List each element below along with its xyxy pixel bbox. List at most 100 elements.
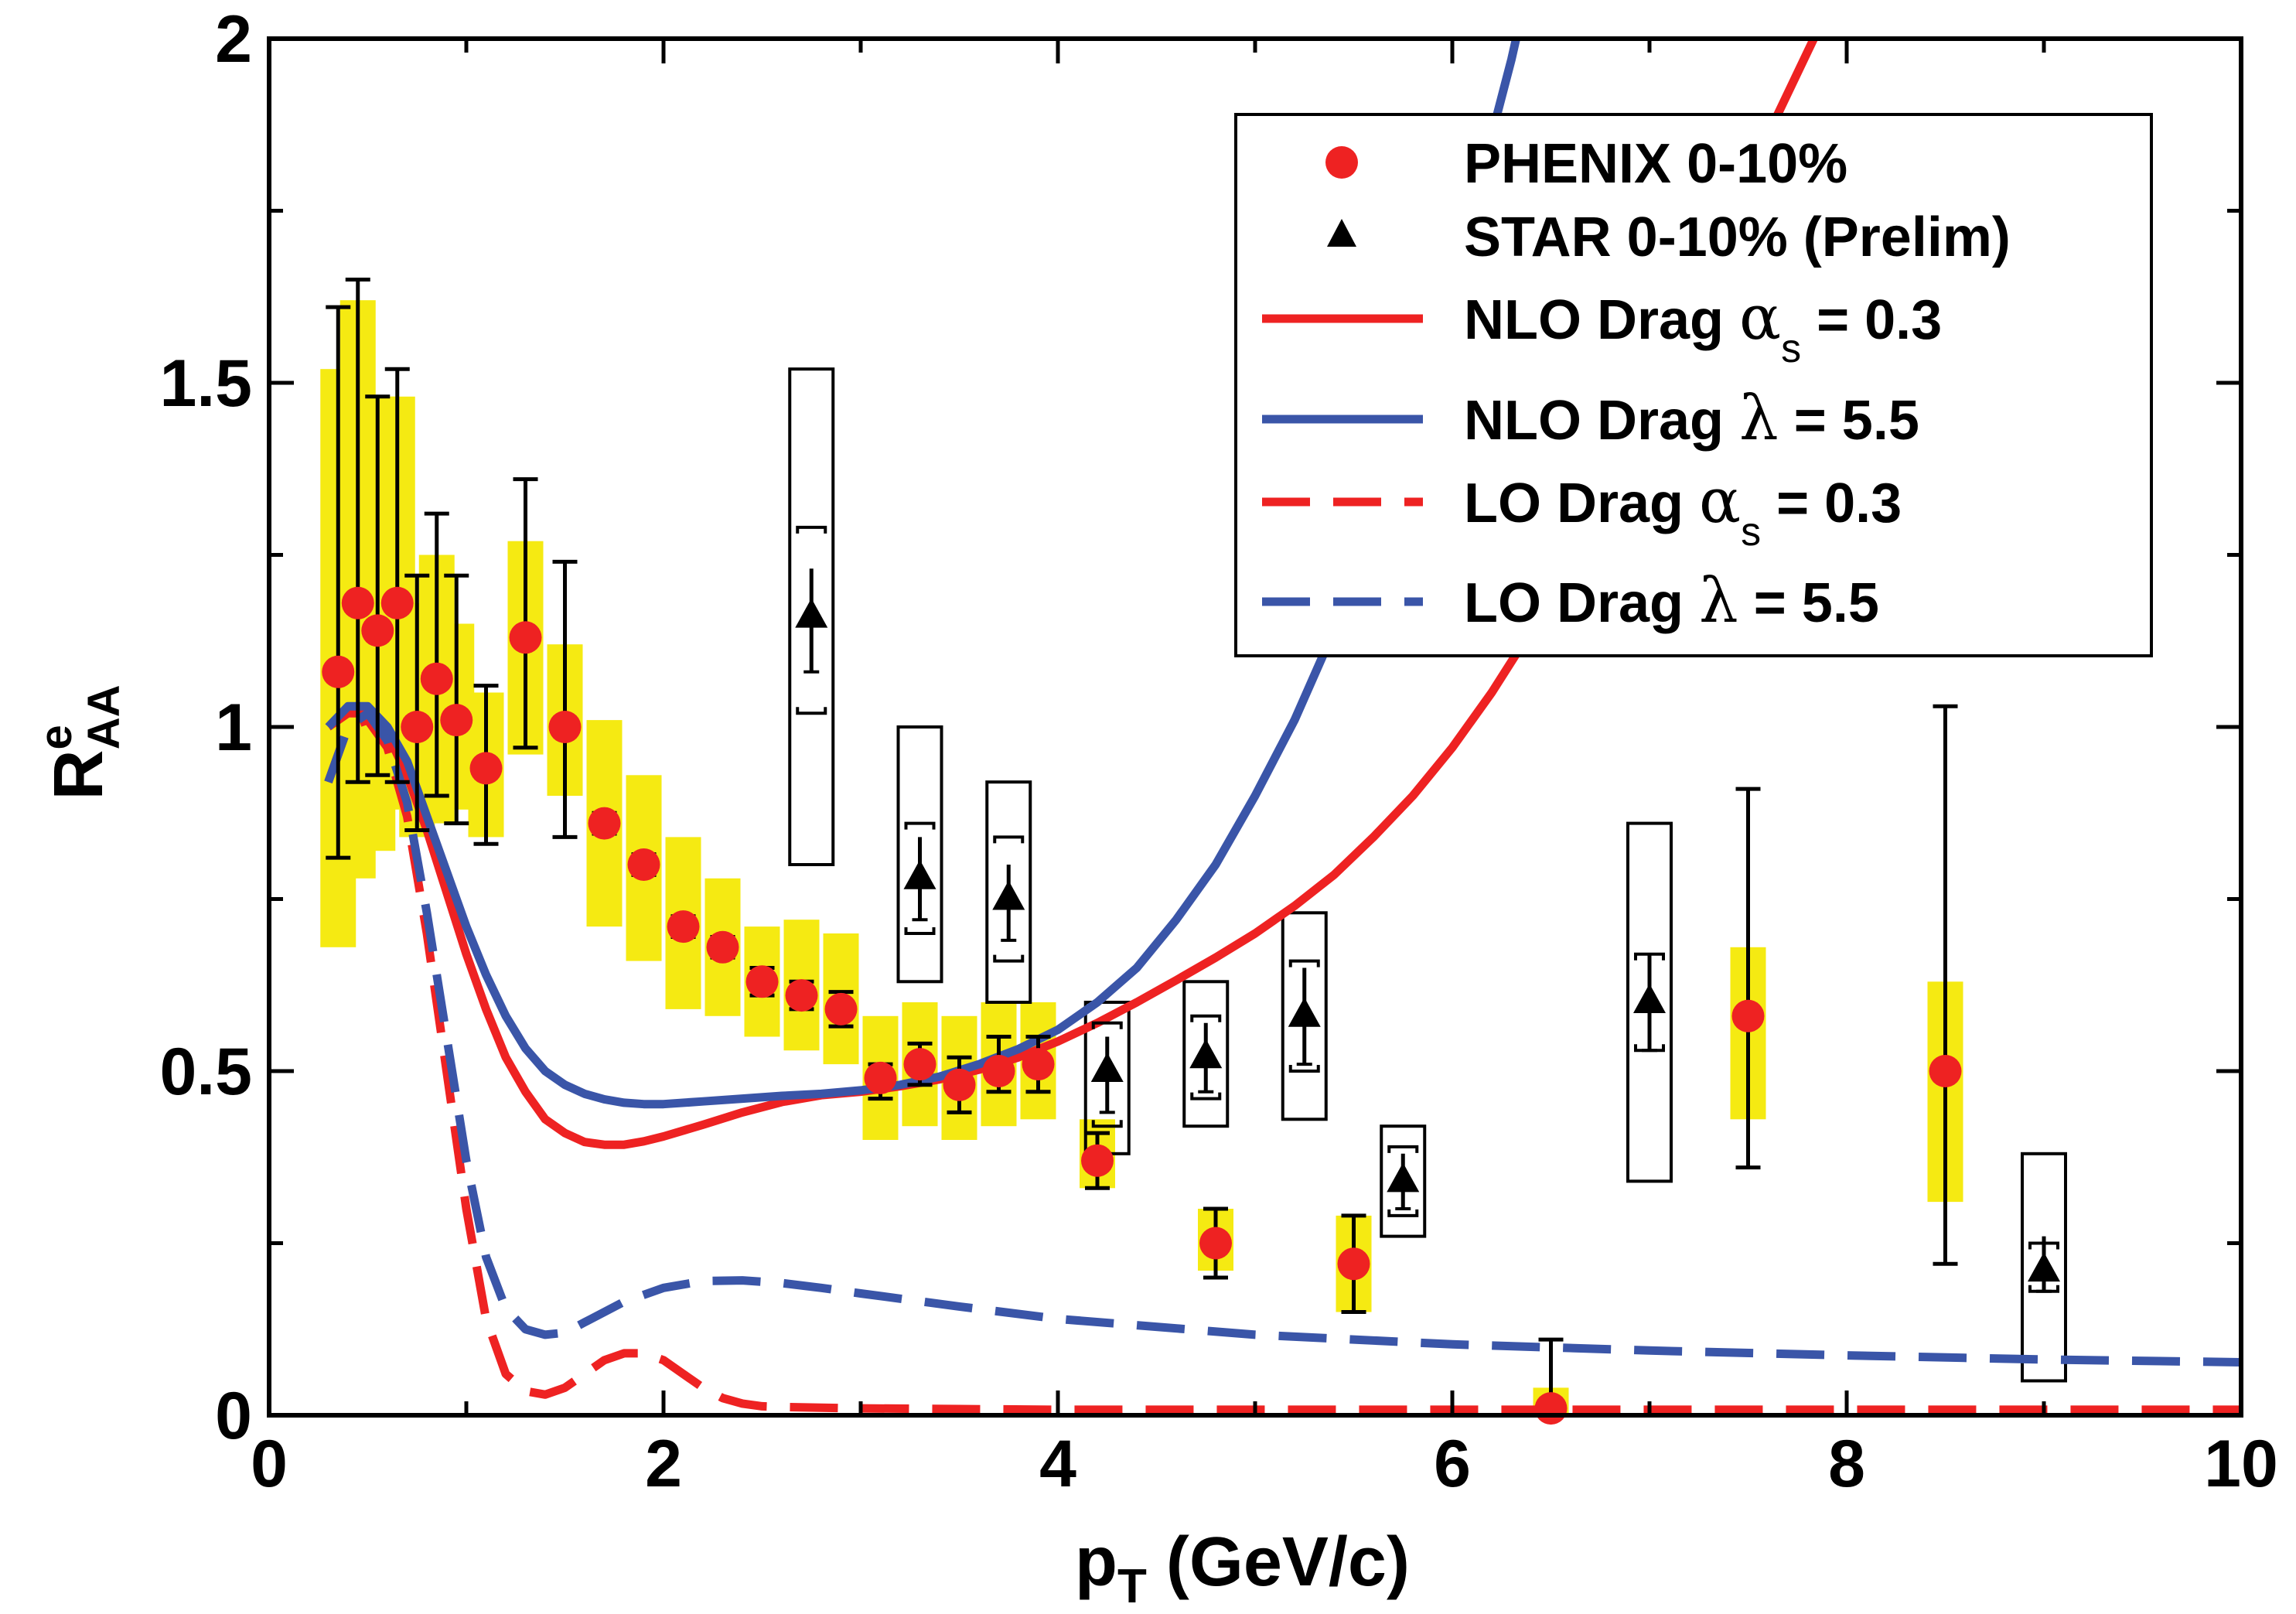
y-axis-title-sub: AA <box>79 684 129 749</box>
legend-label-text: NLO Drag <box>1464 289 1739 351</box>
x-tick-label: 6 <box>1434 1427 1471 1501</box>
x-tick-label: 2 <box>645 1427 682 1501</box>
axes: 0 2 4 6 8 10 0 0.5 1 1.5 2 pT (GeV/c) ReAA <box>31 2 2278 1613</box>
star-sys-box <box>896 725 943 984</box>
star-sys-bracket <box>1387 1145 1419 1217</box>
legend-label-text: LO Drag <box>1464 473 1699 534</box>
model-curve <box>325 39 1521 1109</box>
legend-box <box>1234 113 2153 657</box>
x-tick-label: 0 <box>251 1427 288 1501</box>
star-point <box>1090 1053 1124 1082</box>
star-sys-box <box>788 367 835 866</box>
star-sys-box <box>1281 911 1328 1121</box>
star-point <box>1387 1162 1420 1193</box>
star-point <box>1189 1039 1223 1069</box>
star-sys-bracket <box>1190 1014 1222 1100</box>
star-sys-box <box>1380 1124 1427 1238</box>
phenix-point <box>903 1048 936 1081</box>
star-point <box>2028 1252 2060 1282</box>
star-sys-bracket <box>993 835 1025 963</box>
star-box-layer <box>788 367 2067 1383</box>
x-tick-label: 10 <box>2204 1427 2278 1501</box>
phenix-point <box>785 979 818 1012</box>
phenix-point <box>380 586 414 619</box>
legend-greek-sub: s <box>1781 326 1801 371</box>
x-axis-title-rest: (GeV/c) <box>1147 1524 1410 1601</box>
y-tick-label: 2 <box>215 2 252 77</box>
legend-label: LO Drag λ = 5.5 <box>1464 565 1879 636</box>
x-tick-label: 4 <box>1039 1427 1076 1501</box>
phenix-point <box>401 711 434 743</box>
star-sys-bracket <box>1091 1021 1123 1128</box>
phenix-point <box>943 1068 976 1101</box>
legend-label-text: NLO Drag <box>1464 390 1739 452</box>
phenix-point <box>588 807 621 840</box>
legend-greek: λ <box>1699 565 1738 636</box>
y-tick-label: 1.5 <box>159 346 252 421</box>
legend-greek: λ <box>1739 382 1779 454</box>
x-tick-label: 8 <box>1828 1427 1865 1501</box>
legend-greek: α <box>1739 282 1781 353</box>
star-sys-box <box>2021 1152 2067 1383</box>
y-tick-label: 0 <box>215 1379 252 1453</box>
y-axis-title-main: R <box>40 750 118 800</box>
phenix-point <box>341 586 374 619</box>
phenix-point <box>469 752 503 785</box>
legend-label-text: STAR 0-10% (Prelim) <box>1464 206 2011 268</box>
y-axis-title-text: ReAA <box>31 684 129 800</box>
star-point <box>992 880 1025 910</box>
model-curve <box>324 708 2241 1367</box>
legend-label: PHENIX 0-10% <box>1464 133 1847 195</box>
phenix-point <box>864 1061 897 1094</box>
legend-label: NLO Drag λ = 5.5 <box>1464 382 1919 454</box>
phenix-point <box>548 711 582 743</box>
phenix-point <box>1337 1247 1370 1281</box>
star-point <box>903 859 936 889</box>
legend-label: NLO Drag αs = 0.3 <box>1464 282 1942 371</box>
legend-label-suffix: = 5.5 <box>1738 572 1879 634</box>
star-point <box>1288 997 1321 1027</box>
phenix-point <box>627 848 660 881</box>
phenix-point <box>1081 1144 1114 1177</box>
legend-label-suffix: = 0.3 <box>1761 473 1902 534</box>
phenix-point <box>322 655 355 688</box>
legend-greek-sub: s <box>1741 510 1761 554</box>
y-axis-title-sup: e <box>31 725 81 749</box>
legend-label: STAR 0-10% (Prelim) <box>1464 206 2011 268</box>
legend-label-suffix: = 5.5 <box>1779 390 1919 452</box>
phenix-point <box>1534 1392 1568 1425</box>
star-sys-bracket <box>1288 959 1320 1073</box>
x-axis-title-sub: T <box>1117 1560 1147 1613</box>
phenix-point <box>1929 1055 1962 1087</box>
phenix-point <box>420 662 453 695</box>
phenix-point <box>1022 1048 1055 1081</box>
phenix-point <box>509 621 542 654</box>
phenix-point <box>745 965 779 998</box>
legend-greek: α <box>1699 465 1741 537</box>
phenix-point <box>667 910 700 943</box>
star-sys-bracket <box>904 821 936 935</box>
model-curve <box>324 715 2241 1414</box>
star-point <box>1633 984 1666 1013</box>
legend-label-text: LO Drag <box>1464 572 1699 634</box>
x-axis-title-main: p <box>1075 1524 1117 1601</box>
star-sys-box <box>1182 980 1230 1128</box>
marker-layer <box>322 586 2060 1425</box>
legend-marker-circle <box>1325 146 1358 179</box>
phenix-point <box>361 614 394 647</box>
star-sys-box <box>985 780 1032 1004</box>
phenix-point <box>824 992 858 1025</box>
y-tick-label: 1 <box>215 691 252 765</box>
y-axis-title: ReAA <box>31 684 129 800</box>
legend: PHENIX 0-10% STAR 0-10% (Prelim) NLO Drag … <box>1234 113 2153 657</box>
phenix-point <box>440 704 473 737</box>
phenix-point <box>1731 999 1765 1032</box>
y-tick-label: 0.5 <box>159 1035 252 1109</box>
star-sys-bracket <box>796 525 827 715</box>
star-sys-box <box>1626 821 1673 1183</box>
phenix-point <box>1199 1227 1232 1260</box>
legend-label-text: PHENIX 0-10% <box>1464 133 1847 195</box>
star-point <box>795 598 828 628</box>
legend-label-suffix: = 0.3 <box>1801 289 1942 351</box>
